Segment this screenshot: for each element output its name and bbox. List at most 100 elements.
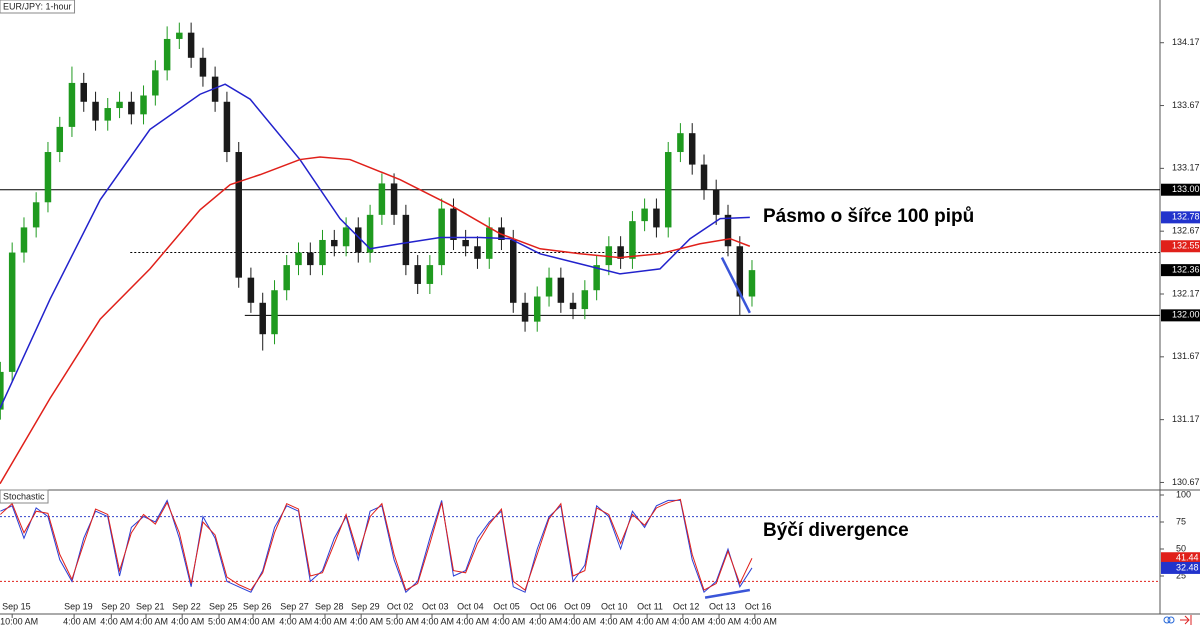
candle-body <box>748 270 756 297</box>
x-tick-label: Sep 25 <box>209 601 238 611</box>
candle-body <box>56 126 64 153</box>
candle-body <box>450 208 457 240</box>
candle-body <box>545 277 553 297</box>
y-tick-label: 133.17 <box>1172 163 1200 173</box>
y-tick-label: 132.17 <box>1172 288 1200 298</box>
candle-body <box>211 76 219 102</box>
x-tick-label: Sep 22 <box>172 601 201 611</box>
candle-body <box>20 227 28 253</box>
x-tick-time: 4:00 AM <box>672 616 705 626</box>
candle-body <box>653 208 660 228</box>
price-marker <box>1161 240 1200 253</box>
y-tick-label: 25 <box>1176 570 1186 580</box>
x-tick-time: 4:00 AM <box>350 616 383 626</box>
candle-body <box>533 296 541 322</box>
y-tick-label: 133.67 <box>1172 100 1200 110</box>
x-tick-label: Oct 11 <box>637 601 663 611</box>
annotation: Býčí divergence <box>763 520 909 541</box>
candle-body <box>0 371 4 410</box>
x-tick-label: Sep 26 <box>243 601 272 611</box>
x-tick-label: Oct 12 <box>673 601 700 611</box>
x-tick-time: 4:00 AM <box>279 616 312 626</box>
price-marker <box>1161 561 1200 574</box>
candle-body <box>32 202 40 228</box>
candle-body <box>557 277 565 303</box>
candle-body <box>366 214 374 253</box>
candle-body <box>510 239 517 303</box>
candle-body <box>486 227 493 259</box>
x-tick-label: Oct 05 <box>493 601 520 611</box>
x-tick-time: 4:00 AM <box>529 616 562 626</box>
candle-body <box>319 239 326 266</box>
candle-body <box>724 214 732 247</box>
price-marker <box>1161 552 1200 565</box>
pane <box>0 498 1160 599</box>
candle-body <box>402 214 410 266</box>
price-marker-label: 132.55 <box>1172 241 1200 251</box>
toolbar-icons[interactable] <box>1163 615 1192 625</box>
x-tick-time: 4:00 AM <box>456 616 489 626</box>
candle-body <box>259 302 266 335</box>
x-tick-time: 5:00 AM <box>386 616 419 626</box>
x-tick-label: Oct 09 <box>564 601 591 611</box>
x-tick-label: Oct 06 <box>530 601 557 611</box>
candle-body <box>390 183 398 215</box>
candle-body <box>92 101 99 121</box>
candle-body <box>331 239 338 247</box>
candle-body <box>176 32 183 39</box>
price-marker-label: 41.44 <box>1176 553 1199 563</box>
moving-average <box>0 83 750 409</box>
y-tick-label: 132.67 <box>1172 226 1200 236</box>
candle-body <box>593 265 600 291</box>
price-marker-label: 32.48 <box>1176 562 1199 572</box>
x-tick-time: 4:00 AM <box>708 616 741 626</box>
moving-average <box>0 156 751 485</box>
x-tick-time: 4:00 AM <box>563 616 596 626</box>
candle-body <box>378 183 386 215</box>
icon[interactable] <box>1167 616 1175 624</box>
candle-body <box>235 152 242 278</box>
y-tick-label: 130.67 <box>1172 477 1200 487</box>
candle-body <box>247 277 255 303</box>
candle-body <box>283 265 290 291</box>
x-tick-time: 4:00 AM <box>600 616 633 626</box>
x-tick-label: Oct 13 <box>709 601 736 611</box>
y-tick-label: 131.67 <box>1172 351 1200 361</box>
x-tick-time: 4:00 AM <box>100 616 133 626</box>
candle-body <box>187 32 195 58</box>
x-tick-time: 4:00 AM <box>242 616 275 626</box>
icon[interactable] <box>1163 616 1171 624</box>
x-tick-time: 4:00 AM <box>135 616 168 626</box>
price-marker <box>1161 264 1200 277</box>
stochastic-line <box>0 498 753 591</box>
icon[interactable] <box>1180 615 1192 625</box>
x-tick-label: Sep 21 <box>136 601 165 611</box>
x-tick-time: 4:00 AM <box>636 616 669 626</box>
candle-body <box>700 164 708 190</box>
annotation: Pásmo o šířce 100 pipů <box>763 206 974 227</box>
candle-body <box>355 227 362 253</box>
pane-title: EUR/JPY: 1-hour <box>3 1 72 11</box>
x-tick-time: 4:00 AM <box>421 616 454 626</box>
trendline <box>720 257 751 314</box>
candle-body <box>581 290 589 310</box>
x-tick-time: 10:00 AM <box>0 616 38 626</box>
x-tick-time: 4:00 AM <box>171 616 204 626</box>
candle-body <box>163 38 171 71</box>
candle-body <box>199 57 207 77</box>
x-tick-label: Sep 15 <box>2 601 31 611</box>
x-tick-time: 5:00 AM <box>208 616 241 626</box>
y-tick-label: 75 <box>1176 516 1186 526</box>
candle-body <box>223 101 231 153</box>
candle-body <box>736 246 744 297</box>
pane <box>0 22 1160 485</box>
candle-body <box>688 133 696 165</box>
candle-body <box>605 246 613 266</box>
price-marker-label: 133.00 <box>1172 184 1200 194</box>
candle-body <box>664 152 672 228</box>
price-marker-label: 132.36 <box>1172 265 1200 275</box>
x-tick-label: Sep 29 <box>351 601 380 611</box>
price-marker-label: 132.00 <box>1172 310 1200 320</box>
